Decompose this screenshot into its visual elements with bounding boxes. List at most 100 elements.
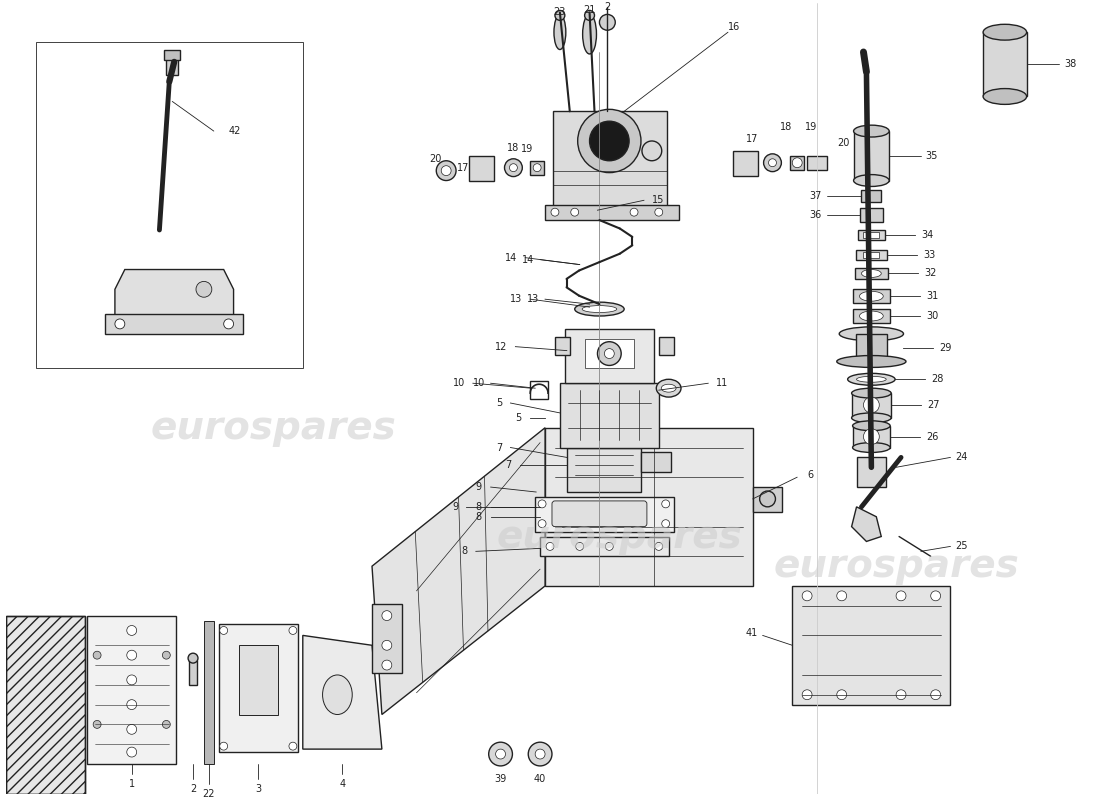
Circle shape [575, 542, 584, 550]
Text: 3: 3 [255, 784, 262, 794]
Text: 27: 27 [927, 400, 940, 410]
Text: 31: 31 [926, 291, 939, 302]
Circle shape [220, 626, 228, 634]
Circle shape [802, 690, 812, 700]
Bar [204, 621, 213, 764]
Bar [851, 393, 891, 418]
Bar [852, 426, 890, 447]
Circle shape [931, 591, 940, 601]
Bar [855, 267, 888, 279]
Bar [584, 338, 634, 369]
Bar [659, 337, 673, 354]
Text: 14: 14 [505, 253, 517, 262]
Ellipse shape [554, 15, 565, 50]
Text: 2: 2 [604, 2, 611, 13]
Text: 34: 34 [922, 230, 934, 240]
FancyBboxPatch shape [552, 501, 647, 526]
Circle shape [505, 158, 522, 177]
Text: 20: 20 [429, 154, 441, 164]
Text: 30: 30 [926, 311, 939, 321]
Bar [546, 206, 679, 220]
Text: 41: 41 [746, 629, 758, 638]
Circle shape [536, 749, 546, 759]
Text: 8: 8 [462, 546, 468, 556]
Bar [864, 232, 879, 238]
Circle shape [605, 542, 614, 550]
Text: 42: 42 [229, 126, 241, 136]
Bar [983, 32, 1026, 97]
Text: 13: 13 [527, 294, 539, 304]
Text: 2: 2 [190, 784, 196, 794]
Ellipse shape [657, 379, 681, 397]
Circle shape [837, 591, 847, 601]
Bar [189, 660, 197, 685]
Ellipse shape [852, 421, 890, 430]
Circle shape [538, 520, 546, 528]
Text: 28: 28 [932, 374, 944, 384]
Circle shape [931, 690, 940, 700]
Text: 35: 35 [926, 151, 938, 161]
Bar [372, 604, 402, 673]
Ellipse shape [983, 89, 1026, 104]
Circle shape [534, 164, 541, 172]
Circle shape [126, 724, 136, 734]
Ellipse shape [560, 200, 639, 220]
Text: 14: 14 [522, 254, 535, 265]
Ellipse shape [861, 270, 881, 278]
Text: 4: 4 [339, 778, 345, 789]
Text: 17: 17 [456, 162, 469, 173]
Text: 1: 1 [129, 778, 135, 789]
Bar [530, 382, 548, 399]
Ellipse shape [837, 355, 906, 367]
Bar [856, 334, 888, 362]
Text: 38: 38 [1064, 59, 1077, 69]
Polygon shape [302, 635, 382, 749]
Text: 32: 32 [925, 269, 937, 278]
Circle shape [546, 542, 554, 550]
Text: eurospares: eurospares [151, 409, 396, 446]
Text: 23: 23 [553, 7, 566, 18]
Circle shape [126, 747, 136, 757]
Circle shape [630, 208, 638, 216]
Text: 33: 33 [924, 250, 936, 260]
Text: 10: 10 [473, 378, 485, 388]
Bar [856, 250, 888, 260]
Circle shape [896, 591, 906, 601]
Bar [790, 156, 804, 170]
Ellipse shape [574, 302, 624, 316]
Bar [536, 497, 673, 531]
Bar [530, 161, 544, 174]
Circle shape [382, 610, 392, 621]
Circle shape [382, 660, 392, 670]
Circle shape [382, 640, 392, 650]
Text: 39: 39 [494, 774, 507, 784]
Bar [854, 131, 889, 181]
Text: 19: 19 [521, 144, 534, 154]
Bar [546, 428, 752, 586]
Polygon shape [372, 428, 546, 714]
Circle shape [604, 349, 614, 358]
Bar [852, 290, 890, 303]
Circle shape [509, 164, 517, 172]
Bar [7, 616, 85, 794]
Circle shape [538, 500, 546, 508]
Circle shape [597, 342, 622, 366]
Text: 16: 16 [728, 22, 740, 32]
Circle shape [551, 208, 559, 216]
Text: eurospares: eurospares [773, 547, 1019, 585]
Circle shape [488, 742, 513, 766]
Circle shape [760, 491, 775, 507]
Circle shape [896, 690, 906, 700]
Ellipse shape [851, 413, 891, 422]
Circle shape [864, 429, 879, 445]
Text: 10: 10 [453, 378, 465, 388]
Text: 29: 29 [939, 342, 952, 353]
Bar [733, 151, 758, 175]
Bar [553, 111, 667, 210]
Text: 5: 5 [496, 398, 503, 408]
Circle shape [126, 626, 136, 635]
Circle shape [126, 675, 136, 685]
Bar [166, 57, 178, 74]
Text: 40: 40 [534, 774, 547, 784]
Circle shape [837, 690, 847, 700]
